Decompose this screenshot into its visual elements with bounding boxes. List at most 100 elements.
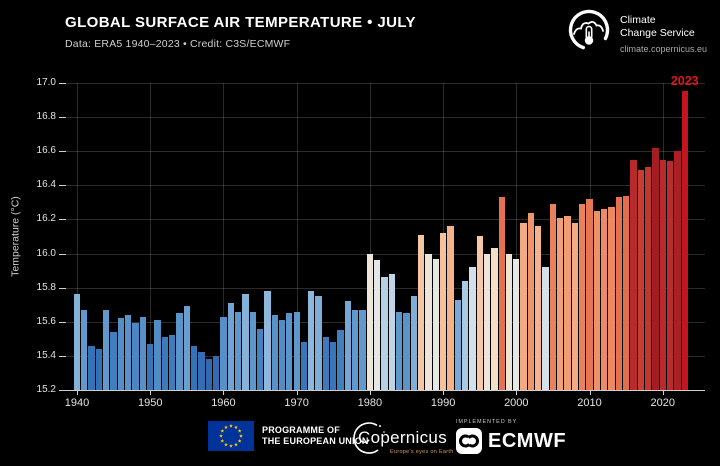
bar-2012 [601,209,608,390]
implemented-by-label: IMPLEMENTED BY [456,419,518,425]
y-tickmark-15.6 [59,321,66,323]
y-tickmark-16.8 [59,117,66,119]
bar-1983 [388,273,395,390]
bar-1988 [425,253,432,390]
c3s-service-line2: Change Service [620,26,695,39]
bar-2006 [557,217,564,390]
page-title: GLOBAL SURFACE AIR TEMPERATURE • JULY [65,14,416,31]
x-tick-label-2000: 2000 [504,397,529,409]
bar-1961 [227,302,234,390]
bar-1950 [147,343,154,390]
x-tickmark-2010 [589,390,591,395]
x-tick-label-1940: 1940 [64,397,90,409]
bar-1989 [432,258,439,390]
climate-service-icon [568,9,610,51]
bar-1974 [322,337,330,390]
bar-1951 [154,320,161,390]
bar-1969 [286,313,293,390]
gridline-x-1980 [369,83,371,390]
bar-2016 [630,159,637,390]
y-tickmark-15.8 [59,287,66,289]
y-tickmark-16.2 [59,219,66,221]
bar-1994 [469,267,476,390]
bar-2009 [579,204,586,390]
bar-1972 [308,291,315,390]
bar-2005 [549,204,557,390]
bar-2019 [652,147,659,390]
gridline-x-1940 [77,83,78,390]
bar-1977 [344,301,352,390]
bar-1965 [256,328,264,390]
x-tickmark-1960 [223,390,225,395]
bar-1946 [117,318,125,390]
y-tick-label-17: 17.0 [36,76,56,88]
x-tick-label-1990: 1990 [430,397,456,409]
eu-programme-line2: THE EUROPEAN UNION [262,436,369,446]
y-tickmark-15.2 [59,390,66,391]
bar-1941 [81,309,88,390]
gridline-x-1950 [150,83,152,390]
bar-1980 [366,253,374,390]
c3s-service-name: Climate Change Service [620,14,695,39]
bar-1955 [183,306,190,390]
bar-1993 [461,280,469,390]
bar-1979 [359,309,366,390]
copernicus-logo: Copernicus Europe's eyes on Earth [353,421,466,461]
bar-2022 [674,151,681,390]
bar-1990 [439,233,447,390]
bar-2001 [520,222,527,390]
x-tickmark-1980 [369,390,371,395]
y-tick-label-16.2: 16.2 [36,213,56,225]
bar-1998 [498,197,505,390]
bar-1995 [476,236,483,390]
gridline-x-1970 [296,83,298,390]
bar-1968 [278,320,286,390]
bar-1943 [95,349,103,390]
bar-1940 [73,294,81,390]
bar-1976 [337,330,344,390]
eu-flag-icon [208,421,254,451]
bar-1959 [212,355,220,390]
y-tickmark-16.6 [59,151,66,153]
bar-1996 [483,253,491,390]
bar-1970 [293,311,300,390]
bar-1963 [242,294,249,390]
bar-1981 [374,260,381,390]
bar-1964 [249,311,256,390]
bar-1997 [491,248,498,390]
bar-2007 [564,215,571,390]
x-tick-label-1960: 1960 [211,397,236,409]
copernicus-orbit-icon [353,422,385,454]
bar-2018 [644,166,652,390]
y-tick-label-15.2: 15.2 [36,384,56,395]
bar-2010 [586,198,593,390]
ecmwf-logo-block: IMPLEMENTED BY ECMWF [456,419,566,454]
bar-1947 [125,314,132,390]
bar-1945 [110,331,117,390]
bar-1992 [454,299,461,390]
gridline-y-16.6 [66,151,705,153]
bar-2020 [659,159,666,390]
gridline-y-16.8 [66,117,705,119]
gridline-y-17 [66,82,705,84]
y-tick-label-15.6: 15.6 [36,315,56,327]
bar-2014 [615,197,622,390]
y-tick-label-15.8: 15.8 [36,281,56,293]
y-tickmark-17 [59,82,66,84]
bar-2013 [608,207,615,390]
y-tick-label-16.8: 16.8 [36,111,56,123]
bar-2000 [513,258,520,390]
x-tickmark-1970 [296,390,298,395]
ecmwf-icon [456,428,482,454]
copernicus-tagline: Europe's eyes on Earth [390,449,454,455]
x-tickmark-1990 [443,390,445,395]
x-axis-line [66,390,705,391]
bar-1942 [88,345,95,390]
bar-2023 [681,91,688,390]
copernicus-wordmark: Copernicus [358,428,447,447]
y-tickmark-15.4 [59,355,66,357]
bar-2021 [666,161,674,390]
bar-1967 [271,314,278,390]
x-tick-label-1950: 1950 [137,397,163,409]
